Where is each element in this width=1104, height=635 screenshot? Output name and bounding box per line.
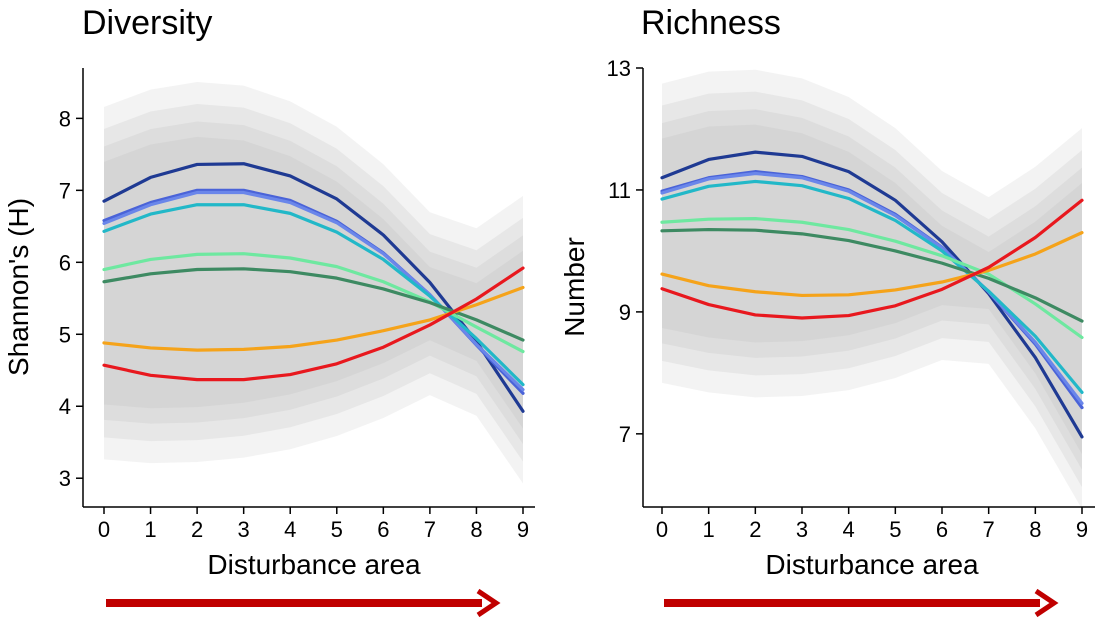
richness-x-tick-label: 8 xyxy=(1029,517,1041,542)
diversity-y-tick-label: 7 xyxy=(59,178,71,203)
richness-series-line-6 xyxy=(660,231,1084,298)
richness-x-tick-label: 2 xyxy=(749,517,761,542)
diversity-y-tick-label: 4 xyxy=(59,394,71,419)
diversity-x-tick-label: 3 xyxy=(238,517,250,542)
richness-series-line-0 xyxy=(660,150,1084,439)
diversity-x-tick-label: 4 xyxy=(284,517,296,542)
richness-confidence-bands xyxy=(662,69,1082,510)
richness-disturbance-arrow xyxy=(664,588,1059,618)
richness-y-tick-label: 7 xyxy=(619,422,631,447)
diversity-series-line-4 xyxy=(102,252,525,354)
richness-y-tick-label: 11 xyxy=(608,178,631,203)
diversity-band-0 xyxy=(104,82,523,484)
diversity-x-tick-label: 0 xyxy=(98,517,110,542)
richness-series-line-3 xyxy=(660,179,1084,394)
diversity-y-tick-label: 8 xyxy=(59,106,71,131)
richness-x-tick-label: 5 xyxy=(889,517,901,542)
richness-series-lines xyxy=(660,150,1084,439)
diversity-x-tick-label: 1 xyxy=(144,517,156,542)
diversity-disturbance-arrow xyxy=(106,588,501,618)
richness-series-line-5 xyxy=(660,227,1084,323)
diversity-y-label: Shannon's (H) xyxy=(3,198,34,376)
richness-series-line-2 xyxy=(660,171,1084,405)
richness-band-2 xyxy=(662,109,1082,470)
diversity-x-tick-label: 8 xyxy=(470,517,482,542)
richness-x-tick-label: 9 xyxy=(1076,517,1088,542)
diversity-x-tick-label: 5 xyxy=(331,517,343,542)
richness-band-3 xyxy=(662,124,1082,455)
richness-y-label: Number xyxy=(559,237,590,337)
diversity-y-tick-label: 3 xyxy=(59,466,71,491)
diversity-y-ticks: 3 4 5 6 7 8 xyxy=(59,106,83,491)
richness-title: Richness xyxy=(641,4,781,42)
diversity-panel: 3 4 5 6 7 8 0 1 2 3 4 5 6 7 8 9 Diversity Disturbance … xyxy=(3,4,535,618)
richness-band-1 xyxy=(662,91,1082,488)
richness-x-tick-label: 7 xyxy=(983,517,995,542)
diversity-x-tick-label: 6 xyxy=(377,517,389,542)
diversity-series-line-7 xyxy=(102,266,525,382)
richness-x-ticks: 0 1 2 3 4 5 6 7 8 9 xyxy=(656,507,1088,542)
diversity-title: Diversity xyxy=(82,4,212,42)
richness-band-0 xyxy=(662,69,1082,510)
richness-y-ticks: 7 9 11 13 xyxy=(607,56,643,447)
richness-x-tick-label: 1 xyxy=(703,517,715,542)
diversity-y-tick-label: 5 xyxy=(59,322,71,347)
diversity-x-tick-label: 2 xyxy=(191,517,203,542)
richness-y-tick-label: 13 xyxy=(607,56,631,81)
richness-panel: 7 9 11 13 0 1 2 3 4 5 6 7 8 9 Richness Disturbance a… xyxy=(559,4,1095,618)
diversity-x-label: Disturbance area xyxy=(207,549,421,580)
diversity-series-lines xyxy=(102,162,525,413)
richness-x-tick-label: 0 xyxy=(656,517,668,542)
diversity-band-3 xyxy=(104,136,523,429)
richness-x-label: Disturbance area xyxy=(765,549,979,580)
diversity-series-line-3 xyxy=(102,203,525,387)
richness-x-tick-label: 3 xyxy=(796,517,808,542)
diversity-x-tick-label: 7 xyxy=(424,517,436,542)
diversity-y-tick-label: 6 xyxy=(59,250,71,275)
diversity-confidence-bands xyxy=(104,82,523,484)
richness-series-line-7 xyxy=(660,198,1084,320)
diversity-x-ticks: 0 1 2 3 4 5 6 7 8 9 xyxy=(98,507,529,542)
diversity-band-2 xyxy=(104,121,523,444)
diversity-x-tick-label: 9 xyxy=(517,517,529,542)
richness-x-tick-label: 6 xyxy=(936,517,948,542)
richness-y-tick-label: 9 xyxy=(619,300,631,325)
richness-x-tick-label: 4 xyxy=(843,517,855,542)
